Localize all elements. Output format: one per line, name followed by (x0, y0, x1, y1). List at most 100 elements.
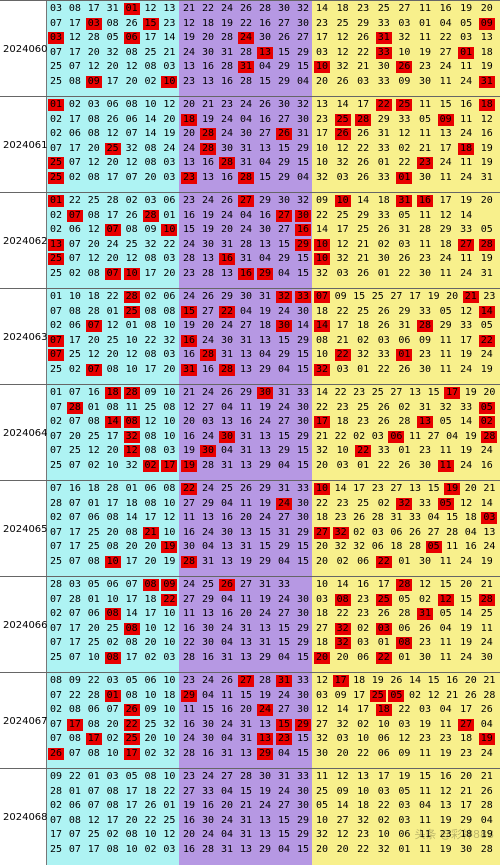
number-cell-highlighted: 25 (48, 253, 64, 265)
number-cell: 26 (219, 387, 235, 399)
number-cell: 18 (479, 47, 495, 59)
number-cell: 02 (48, 512, 64, 524)
number-cell: 19 (219, 18, 235, 30)
number-cell: 12 (124, 157, 140, 169)
number-cell-highlighted: 22 (161, 594, 177, 606)
number-cell: 25 (48, 76, 64, 88)
number-cell: 26 (376, 608, 392, 620)
number-cell: 07 (48, 719, 64, 731)
number-cell-highlighted: 18 (181, 114, 197, 126)
number-cell-highlighted: 28 (481, 431, 497, 443)
number-cell: 10 (314, 579, 330, 591)
number-cell: 17 (124, 556, 140, 568)
number-cell: 30 (200, 815, 216, 827)
number-cell: 07 (67, 416, 83, 428)
number-cell: 05 (124, 675, 140, 687)
number-cell: 15 (257, 76, 273, 88)
number-cell: 24 (200, 771, 216, 783)
number-cell: 27 (388, 291, 404, 303)
number-cell: 30 (376, 61, 392, 73)
number-cell-highlighted: 26 (124, 704, 140, 716)
number-cell: 27 (438, 47, 454, 59)
number-cell-highlighted: 25 (376, 594, 392, 606)
number-cell: 17 (438, 143, 454, 155)
number-cell: 30 (295, 18, 311, 30)
number-cell: 31 (219, 748, 235, 760)
number-cell: 09 (143, 704, 159, 716)
number-cell: 11 (458, 253, 474, 265)
number-cell: 04 (276, 652, 292, 664)
number-cell-highlighted: 23 (276, 733, 292, 745)
number-cell: 15 (257, 527, 273, 539)
number-cell: 22 (396, 157, 412, 169)
number-cell: 05 (396, 210, 412, 222)
number-cell: 07 (124, 172, 140, 184)
number-cell: 12 (335, 239, 351, 251)
number-cell: 13 (257, 431, 273, 443)
number-cell-highlighted: 05 (438, 498, 454, 510)
number-cell: 24 (438, 61, 454, 73)
number-cell: 19 (181, 445, 197, 457)
number-cell: 23 (417, 637, 433, 649)
number-cell: 26 (238, 483, 254, 495)
number-cell: 23 (351, 387, 367, 399)
number-cell: 15 (444, 512, 460, 524)
number-cell: 26 (396, 364, 412, 376)
number-cell: 24 (200, 829, 216, 841)
number-cell: 30 (219, 143, 235, 155)
number-cell: 02 (396, 143, 412, 155)
number-cell: 33 (458, 402, 474, 414)
number-cell-highlighted: 22 (479, 335, 495, 347)
number-cell: 11 (407, 431, 423, 443)
number-cell: 12 (105, 320, 121, 332)
number-cell: 10 (67, 291, 83, 303)
number-cell: 19 (458, 445, 474, 457)
number-cell-highlighted: 06 (388, 431, 404, 443)
number-cell: 32 (335, 61, 351, 73)
number-cell-highlighted: 31 (376, 32, 392, 44)
number-cell: 11 (417, 748, 433, 760)
number-cell: 01 (161, 800, 177, 812)
number-cell: 29 (276, 61, 292, 73)
number-cell: 25 (48, 844, 64, 856)
number-cell: 32 (396, 32, 412, 44)
number-cell: 27 (200, 306, 216, 318)
number-cell: 23 (355, 829, 371, 841)
number-cell: 24 (458, 556, 474, 568)
number-cell: 11 (438, 335, 454, 347)
number-cell-highlighted: 17 (86, 733, 102, 745)
number-cell-highlighted: 32 (335, 623, 351, 635)
number-cell: 10 (161, 733, 177, 745)
number-cell-highlighted: 17 (314, 416, 330, 428)
number-cell: 03 (355, 637, 371, 649)
number-cell: 20 (314, 844, 330, 856)
number-cell: 24 (458, 128, 474, 140)
number-cell: 06 (161, 291, 177, 303)
number-cell: 31 (376, 128, 392, 140)
number-cell: 02 (105, 637, 121, 649)
number-cell: 25 (219, 483, 235, 495)
number-cell: 32 (314, 445, 330, 457)
number-cell: 28 (396, 608, 412, 620)
number-cell: 18 (438, 239, 454, 251)
number-cell: 30 (200, 623, 216, 635)
number-cell: 17 (314, 32, 330, 44)
number-cell: 29 (276, 445, 292, 457)
number-cell: 21 (479, 579, 495, 591)
number-cell: 05 (105, 32, 121, 44)
number-cell: 03 (335, 268, 351, 280)
number-cell: 20 (181, 99, 197, 111)
number-cell: 17 (355, 99, 371, 111)
number-cell: 29 (295, 143, 311, 155)
number-cell: 18 (124, 498, 140, 510)
number-cell: 07 (48, 733, 64, 745)
number-cell: 15 (276, 239, 292, 251)
number-cell-highlighted: 17 (124, 748, 140, 760)
number-cell: 20 (86, 47, 102, 59)
number-cell: 02 (48, 704, 64, 716)
number-cell: 13 (200, 76, 216, 88)
